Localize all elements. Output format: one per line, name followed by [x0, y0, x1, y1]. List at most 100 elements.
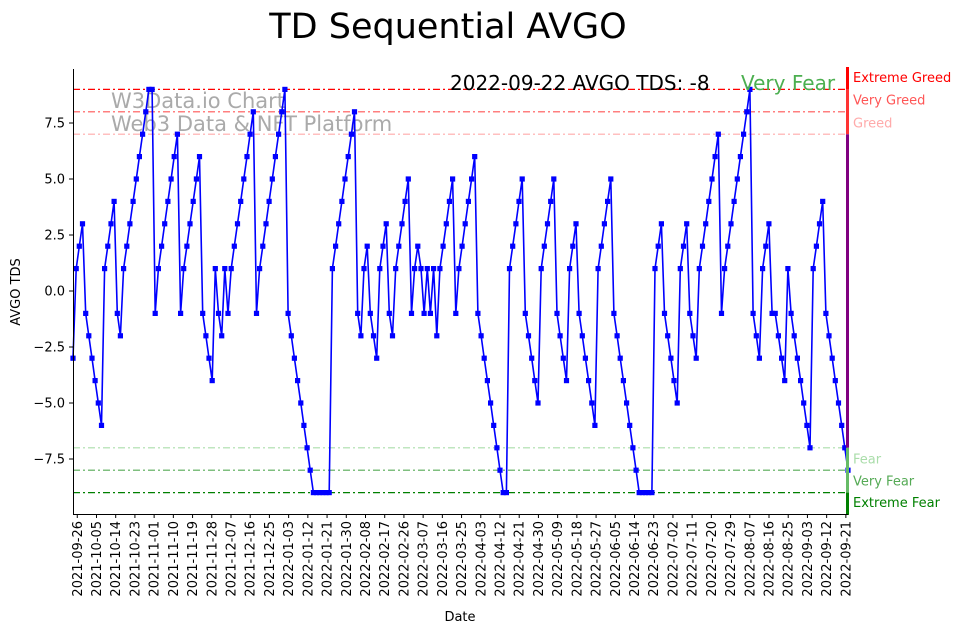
data-point-207 [725, 243, 731, 249]
data-point-50 [228, 266, 234, 272]
data-point-154 [557, 333, 563, 339]
data-point-84 [336, 221, 342, 227]
data-point-185 [655, 243, 661, 249]
data-point-184 [652, 266, 658, 272]
x-tick-label-21: 2022-04-03 [474, 521, 489, 597]
x-tick-label-11: 2022-01-03 [282, 521, 297, 597]
data-point-167 [598, 243, 604, 249]
data-point-232 [804, 422, 810, 428]
data-point-127 [472, 154, 478, 160]
data-point-212 [741, 131, 747, 137]
data-point-237 [820, 198, 826, 204]
data-point-6 [89, 355, 95, 361]
sentiment-levels: Extreme Greed Very Greed Greed Fear Very Fea… [73, 71, 951, 511]
x-axis-label: Date [444, 610, 475, 625]
data-point-72 [298, 400, 304, 406]
data-point-77 [314, 490, 320, 496]
data-point-199 [699, 243, 706, 249]
data-point-196 [690, 333, 696, 339]
y-tick-label-4: 2.5 [44, 229, 65, 244]
x-tick-label-29: 2022-06-14 [628, 521, 643, 597]
x-tick-label-6: 2021-11-19 [186, 521, 201, 597]
data-point-133 [491, 422, 497, 428]
x-tick-label-28: 2022-06-05 [609, 521, 624, 597]
data-point-15 [117, 333, 123, 339]
data-point-242 [835, 400, 842, 406]
data-point-36 [184, 243, 190, 249]
data-point-210 [734, 176, 740, 182]
data-point-48 [222, 266, 228, 272]
x-tick-label-31: 2022-07-02 [666, 521, 681, 597]
x-ticks: 2021-09-26 2021-10-05 2021-10-14 2021-10-23… [71, 514, 854, 597]
data-point-32 [171, 154, 177, 160]
data-point-129 [478, 333, 484, 339]
x-tick-label-24: 2022-04-30 [532, 521, 547, 597]
data-point-92 [361, 266, 367, 272]
data-point-140 [513, 221, 519, 227]
data-point-82 [329, 266, 335, 272]
data-point-204 [715, 131, 721, 137]
data-point-177 [630, 445, 636, 451]
data-point-149 [541, 243, 547, 249]
data-point-106 [405, 176, 411, 182]
x-tick-label-19: 2022-03-16 [436, 521, 451, 597]
data-point-162 [582, 355, 588, 361]
data-point-38 [190, 198, 196, 204]
data-point-145 [529, 355, 535, 361]
data-point-35 [181, 266, 187, 272]
data-point-73 [301, 422, 307, 428]
latest-reading-status: Very Fear [741, 71, 836, 95]
data-point-16 [121, 266, 127, 272]
data-point-217 [756, 355, 762, 361]
data-point-8 [95, 400, 101, 406]
data-point-2 [76, 243, 82, 249]
data-point-186 [658, 221, 664, 227]
data-point-5 [86, 333, 92, 339]
data-point-234 [810, 266, 816, 272]
data-point-97 [377, 266, 383, 272]
data-point-159 [573, 221, 579, 227]
x-tick-label-17: 2022-02-26 [397, 521, 412, 597]
data-point-107 [408, 310, 415, 316]
x-tick-label-20: 2022-03-25 [455, 521, 470, 597]
data-point-225 [782, 378, 788, 384]
data-point-181 [643, 490, 649, 496]
data-point-198 [696, 266, 702, 272]
data-point-227 [788, 310, 794, 316]
y-tick-label-1: −5.0 [33, 397, 65, 412]
data-point-18 [127, 221, 133, 227]
data-point-120 [450, 176, 456, 182]
data-point-121 [453, 310, 459, 316]
data-point-99 [383, 221, 389, 227]
data-point-28 [159, 243, 165, 249]
data-point-68 [285, 310, 291, 316]
y-tick-label-2: −2.5 [33, 341, 65, 356]
data-point-55 [244, 154, 250, 160]
x-tick-label-7: 2021-11-28 [205, 521, 220, 597]
y-tick-label-5: 5.0 [44, 173, 65, 188]
y-tick-label-6: 7.5 [44, 117, 65, 132]
x-tick-label-32: 2022-07-11 [686, 521, 701, 597]
data-point-139 [510, 243, 516, 249]
data-point-7 [92, 378, 98, 384]
data-point-83 [333, 243, 339, 249]
data-point-158 [570, 243, 576, 249]
data-point-60 [260, 243, 266, 249]
data-point-44 [209, 378, 215, 384]
data-point-115 [434, 333, 440, 339]
x-tick-label-36: 2022-08-16 [763, 521, 778, 597]
data-point-195 [687, 310, 693, 316]
data-point-221 [769, 310, 775, 316]
data-point-47 [219, 333, 225, 339]
data-point-4 [83, 310, 89, 316]
data-point-130 [481, 355, 487, 361]
x-tick-label-0: 2021-09-26 [71, 521, 86, 597]
data-point-31 [168, 176, 174, 182]
data-point-69 [288, 333, 294, 339]
data-point-109 [415, 243, 421, 249]
data-point-40 [196, 154, 203, 160]
data-point-101 [389, 333, 396, 339]
data-point-208 [728, 221, 734, 227]
data-point-74 [304, 445, 310, 451]
data-point-17 [124, 243, 130, 249]
